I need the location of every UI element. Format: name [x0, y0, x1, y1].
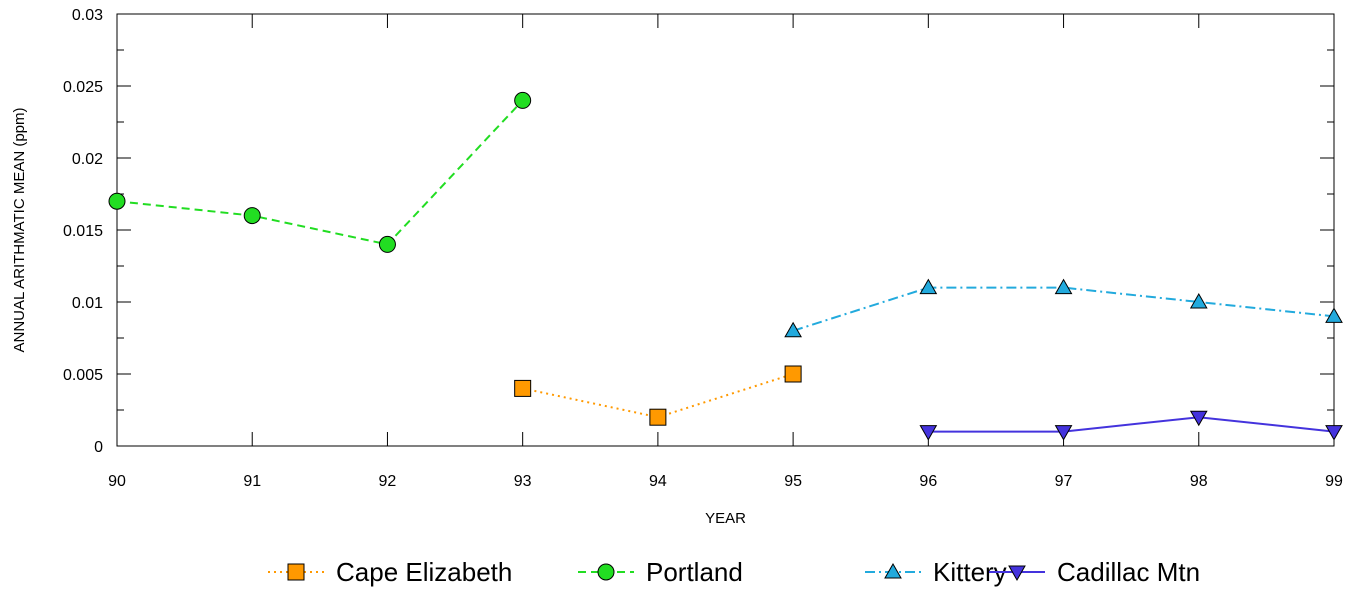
- legend-item: Portland: [578, 557, 743, 587]
- data-point: [243, 207, 261, 225]
- series-line: [792, 286, 1335, 332]
- x-tick-label: 91: [243, 473, 261, 490]
- x-tick-label: 99: [1325, 473, 1343, 490]
- legend-swatch-marker: [1008, 565, 1026, 582]
- x-axis-title: YEAR: [705, 510, 746, 527]
- y-tick-label: 0.005: [63, 367, 103, 384]
- x-tick-label: 92: [379, 473, 397, 490]
- axes: [116, 13, 1335, 447]
- data-point: [1054, 278, 1073, 295]
- series-line: [116, 99, 524, 246]
- legend-label: Cape Elizabeth: [336, 557, 512, 587]
- y-tick-label: 0.015: [63, 223, 103, 240]
- data-point: [514, 91, 532, 109]
- legend-swatch-marker: [884, 562, 902, 579]
- series-1: [108, 91, 532, 253]
- data-point: [378, 235, 396, 253]
- y-tick-label: 0.03: [72, 7, 103, 24]
- data-point: [784, 321, 802, 338]
- data-point: [1054, 425, 1073, 441]
- data-point: [919, 278, 938, 295]
- x-tick-label: 93: [514, 473, 532, 490]
- legend-item: Cape Elizabeth: [268, 557, 512, 587]
- x-axis-ticks: 90 91 92 93 94 95 96 97 98 99: [108, 14, 1343, 490]
- data-point: [108, 192, 126, 210]
- series-3: [919, 410, 1343, 441]
- legend-item: Kittery: [865, 557, 1007, 587]
- series-layer: [108, 91, 1343, 441]
- y-tick-label: 0.01: [72, 295, 103, 312]
- x-tick-label: 90: [108, 473, 126, 490]
- series-line: [928, 416, 1335, 433]
- data-point: [919, 425, 938, 441]
- x-tick-label: 95: [784, 473, 802, 490]
- y-tick-label: 0: [94, 439, 103, 456]
- data-point: [514, 379, 532, 397]
- data-point: [1325, 425, 1343, 441]
- y-axis-ticks: 0 0.005 0.01 0.015 0.02 0.025 0.03: [63, 7, 1334, 456]
- legend-swatch-marker: [597, 563, 615, 581]
- legend: Cape Elizabeth Portland Kittery Cadillac Mt…: [268, 557, 1200, 587]
- data-point: [1189, 292, 1208, 309]
- y-axis-title: ANNUAL ARITHMATIC MEAN (ppm): [11, 107, 28, 352]
- data-point: [1189, 410, 1208, 427]
- plot-frame: [116, 13, 1335, 447]
- x-tick-label: 94: [649, 473, 667, 490]
- legend-label: Portland: [646, 557, 743, 587]
- legend-item: Cadillac Mtn: [989, 557, 1200, 587]
- series-2: [784, 278, 1343, 338]
- x-tick-label: 96: [919, 473, 937, 490]
- series-0: [514, 365, 802, 426]
- legend-swatch-marker: [287, 563, 305, 581]
- x-tick-label: 97: [1055, 473, 1073, 490]
- y-tick-label: 0.025: [63, 79, 103, 96]
- data-point: [1325, 307, 1343, 323]
- y-tick-label: 0.02: [72, 151, 103, 168]
- legend-label: Cadillac Mtn: [1057, 557, 1200, 587]
- data-point: [649, 408, 667, 426]
- data-point: [784, 365, 802, 383]
- x-tick-label: 98: [1190, 473, 1208, 490]
